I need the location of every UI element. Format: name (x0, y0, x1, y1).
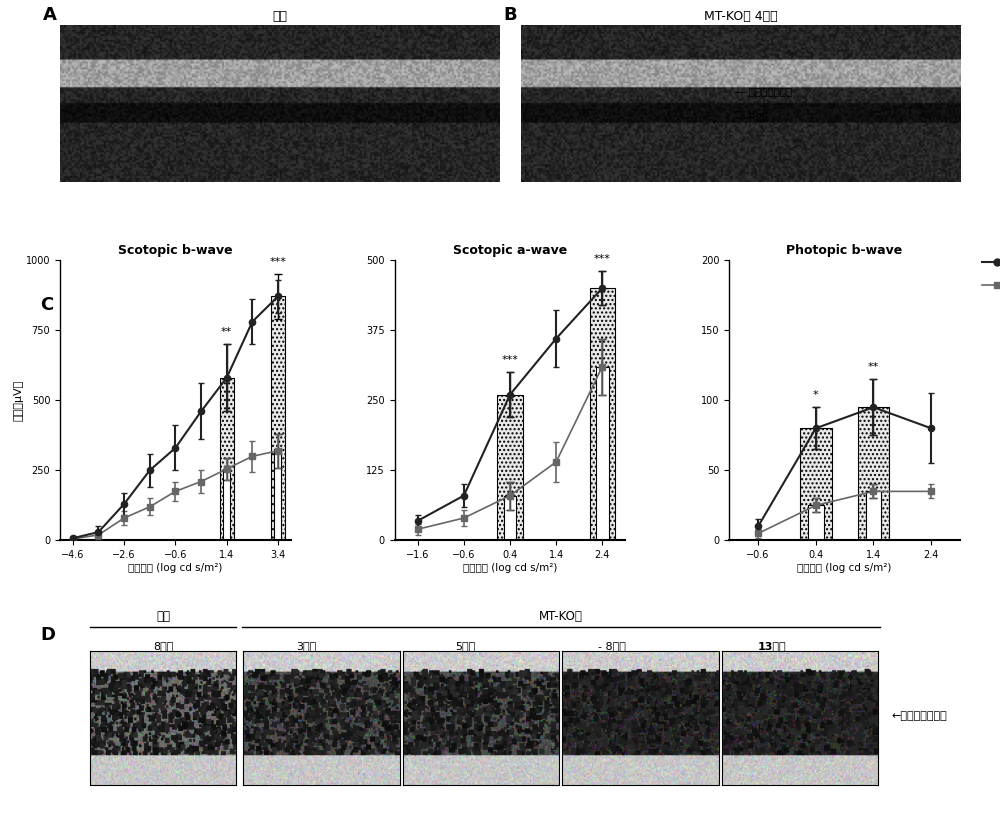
Text: 3个月: 3个月 (296, 641, 316, 651)
Text: 5个月: 5个月 (455, 641, 476, 651)
Text: - 8个月: - 8个月 (598, 641, 626, 651)
Text: 8个月: 8个月 (153, 641, 173, 651)
Bar (504, 496, 516, 541)
Bar (596, 366, 609, 541)
Bar (866, 492, 881, 541)
Title: MT-KO鼠 4个月: MT-KO鼠 4个月 (704, 11, 777, 24)
Bar (223, 469, 230, 541)
Title: Scotopic a-wave: Scotopic a-wave (453, 245, 567, 258)
Bar (808, 506, 824, 541)
Bar (274, 451, 281, 541)
Title: Photopic b-wave: Photopic b-wave (786, 245, 903, 258)
Text: — 光感受器外节盘: — 光感受器外节盘 (735, 87, 792, 97)
Text: B: B (503, 6, 517, 24)
Text: ←光感受器外核层: ←光感受器外核层 (892, 711, 948, 721)
Text: ***: *** (270, 257, 286, 267)
Bar (497, 394, 523, 541)
Legend: MT-KO鼠 5个月, 对照: MT-KO鼠 5个月, 对照 (977, 252, 1000, 297)
Title: Scotopic b-wave: Scotopic b-wave (118, 245, 233, 258)
Text: ***: *** (502, 355, 518, 365)
Text: **: ** (221, 327, 232, 337)
Text: — RPE: — RPE (735, 113, 768, 123)
Text: C: C (40, 296, 53, 314)
Bar (220, 378, 234, 541)
Bar (271, 296, 285, 541)
Text: **: ** (868, 362, 879, 372)
X-axis label: 刺激强度 (log cd s/m²): 刺激强度 (log cd s/m²) (463, 563, 557, 573)
Text: D: D (40, 626, 55, 644)
Text: 对照: 对照 (156, 610, 170, 623)
Y-axis label: 波幅（μV）: 波幅（μV） (13, 380, 23, 420)
Title: 对照: 对照 (272, 11, 287, 24)
Bar (858, 407, 889, 541)
X-axis label: 刺激强度 (log cd s/m²): 刺激强度 (log cd s/m²) (128, 563, 223, 573)
Text: *: * (813, 390, 819, 400)
Text: A: A (42, 6, 56, 24)
Text: ***: *** (594, 254, 611, 264)
X-axis label: 刺激强度 (log cd s/m²): 刺激强度 (log cd s/m²) (797, 563, 892, 573)
Bar (800, 429, 832, 541)
Text: MT-KO鼠: MT-KO鼠 (539, 610, 583, 623)
Text: 13个月: 13个月 (757, 641, 786, 651)
Bar (590, 288, 615, 541)
